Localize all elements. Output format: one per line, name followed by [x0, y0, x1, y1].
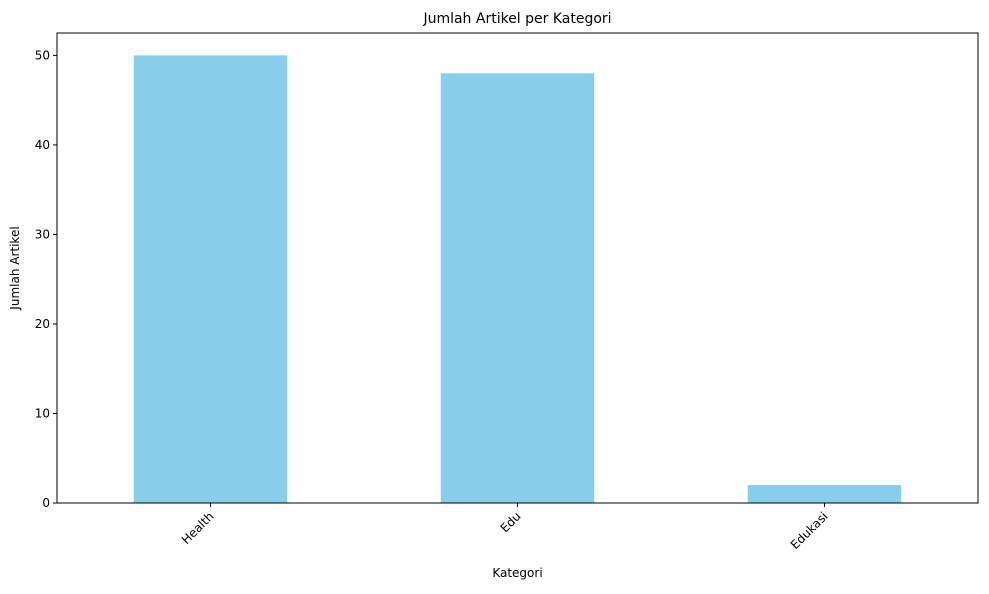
y-tick-label: 40: [35, 138, 50, 152]
y-axis-ticks: 0 10 20 30 40 50: [35, 48, 57, 510]
x-axis-label: Kategori: [492, 566, 542, 580]
y-tick-label: 50: [35, 48, 50, 62]
bar-health: [133, 55, 288, 503]
chart-title: Jumlah Artikel per Kategori: [422, 11, 611, 27]
bar-edu: [440, 73, 595, 504]
y-axis-label: Jumlah Artikel: [8, 226, 22, 310]
x-tick-label: Health: [179, 509, 217, 547]
y-tick-label: 20: [35, 317, 50, 331]
plot-frame: [56, 32, 979, 504]
x-tick-label: Edukasi: [788, 509, 831, 552]
x-tick-label: Edu: [498, 509, 524, 535]
bar-edukasi: [747, 485, 902, 503]
y-tick-label: 10: [35, 406, 50, 420]
bars-layer: [133, 55, 902, 504]
x-axis-ticks: Health Edu Edukasi: [179, 503, 831, 552]
y-tick-label: 0: [42, 496, 50, 510]
y-tick-label: 30: [35, 227, 50, 241]
